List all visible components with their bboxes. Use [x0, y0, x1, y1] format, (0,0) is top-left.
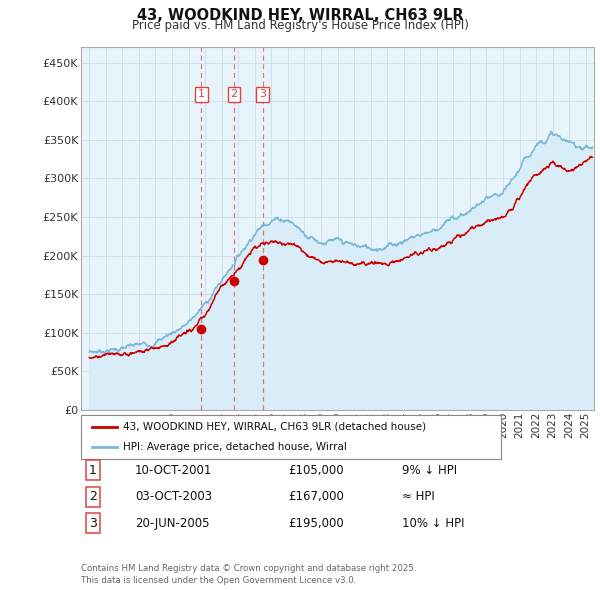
Text: ≈ HPI: ≈ HPI — [402, 490, 435, 503]
Text: 20-JUN-2005: 20-JUN-2005 — [135, 517, 209, 530]
Text: Price paid vs. HM Land Registry's House Price Index (HPI): Price paid vs. HM Land Registry's House … — [131, 19, 469, 32]
Text: 10-OCT-2001: 10-OCT-2001 — [135, 464, 212, 477]
Text: 1: 1 — [198, 89, 205, 99]
Text: 3: 3 — [259, 89, 266, 99]
Text: 9% ↓ HPI: 9% ↓ HPI — [402, 464, 457, 477]
Text: £195,000: £195,000 — [288, 517, 344, 530]
Text: 43, WOODKIND HEY, WIRRAL, CH63 9LR: 43, WOODKIND HEY, WIRRAL, CH63 9LR — [137, 8, 463, 22]
Text: 2: 2 — [89, 490, 97, 503]
Text: 2: 2 — [230, 89, 238, 99]
Text: HPI: Average price, detached house, Wirral: HPI: Average price, detached house, Wirr… — [123, 442, 347, 452]
Text: £105,000: £105,000 — [288, 464, 344, 477]
Text: Contains HM Land Registry data © Crown copyright and database right 2025.
This d: Contains HM Land Registry data © Crown c… — [81, 565, 416, 585]
Text: £167,000: £167,000 — [288, 490, 344, 503]
Text: 43, WOODKIND HEY, WIRRAL, CH63 9LR (detached house): 43, WOODKIND HEY, WIRRAL, CH63 9LR (deta… — [123, 422, 426, 432]
Text: 03-OCT-2003: 03-OCT-2003 — [135, 490, 212, 503]
Text: 1: 1 — [89, 464, 97, 477]
Text: 3: 3 — [89, 517, 97, 530]
Text: 10% ↓ HPI: 10% ↓ HPI — [402, 517, 464, 530]
